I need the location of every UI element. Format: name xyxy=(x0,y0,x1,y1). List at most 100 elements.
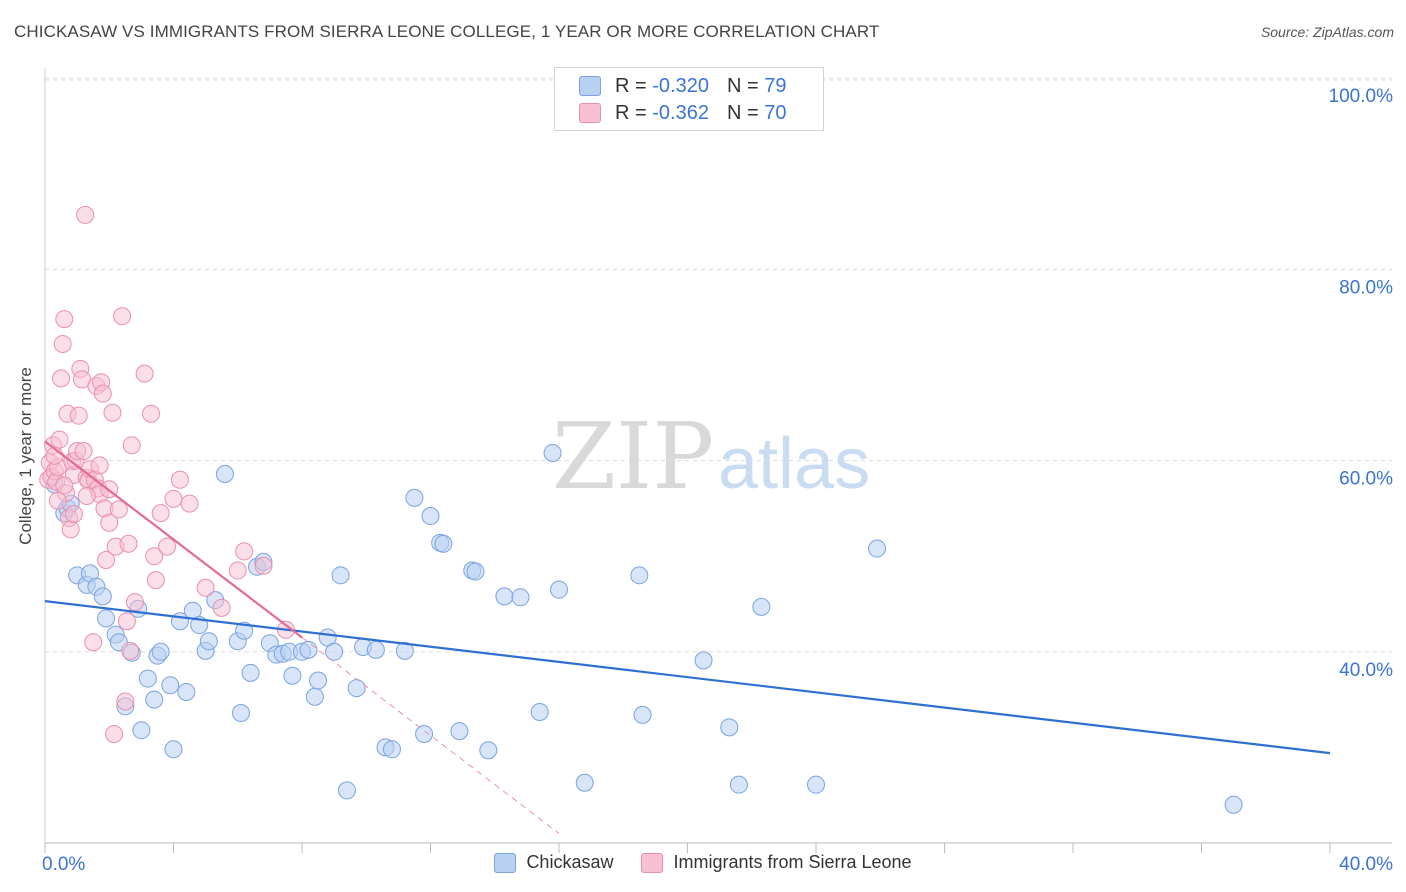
point-chickasaw xyxy=(575,773,594,792)
n-value: 70 xyxy=(764,101,787,124)
point-chickasaw xyxy=(235,621,254,640)
point-sierra-leone xyxy=(52,369,71,388)
point-sierra-leone xyxy=(105,725,124,744)
tick-labels: 40.0% 60.0% 80.0% 100.0% 0.0% 40.0% xyxy=(42,86,1393,875)
point-chickasaw xyxy=(1224,795,1243,814)
point-sierra-leone xyxy=(117,612,136,631)
point-sierra-leone xyxy=(48,491,67,510)
point-chickasaw xyxy=(161,676,180,695)
y-tick-label: 80.0% xyxy=(1339,277,1393,298)
trend-line-sierra-leone xyxy=(44,440,303,639)
legend-label-sierra-leone: Immigrants from Sierra Leone xyxy=(673,852,912,872)
point-chickasaw xyxy=(325,642,344,661)
point-sierra-leone xyxy=(90,456,109,475)
point-chickasaw xyxy=(151,642,170,661)
point-chickasaw xyxy=(299,640,318,659)
point-chickasaw xyxy=(466,562,485,581)
point-sierra-leone xyxy=(109,500,128,519)
grid-lines xyxy=(45,77,1392,653)
legend-swatch-chickasaw xyxy=(494,852,517,873)
watermark: ZIP atlas xyxy=(552,403,870,510)
point-sierra-leone xyxy=(113,307,132,326)
point-chickasaw xyxy=(720,718,739,737)
n-label: N = xyxy=(726,74,759,97)
series-sierra-leone xyxy=(39,205,295,744)
point-chickasaw xyxy=(434,534,453,553)
point-chickasaw xyxy=(729,775,748,794)
point-sierra-leone xyxy=(116,692,135,711)
point-chickasaw xyxy=(164,740,183,759)
point-chickasaw xyxy=(337,781,356,800)
point-sierra-leone xyxy=(119,534,138,553)
point-chickasaw xyxy=(450,722,469,741)
point-chickasaw xyxy=(479,741,498,760)
point-chickasaw xyxy=(543,443,562,462)
point-chickasaw xyxy=(382,740,401,759)
point-sierra-leone xyxy=(100,513,119,532)
swatch-chickasaw xyxy=(579,76,601,96)
point-sierra-leone xyxy=(55,476,74,495)
n-value: 79 xyxy=(764,74,787,97)
legend-label-chickasaw: Chickasaw xyxy=(526,852,614,872)
point-sierra-leone xyxy=(93,384,112,403)
point-chickasaw xyxy=(199,632,218,651)
point-sierra-leone xyxy=(103,403,122,422)
source-label: Source: ZipAtlas.com xyxy=(1260,24,1394,40)
swatch-sierra-leone xyxy=(579,103,601,123)
point-sierra-leone xyxy=(55,310,74,329)
point-chickasaw xyxy=(395,641,414,660)
point-sierra-leone xyxy=(84,633,103,652)
point-sierra-leone xyxy=(69,406,88,425)
point-chickasaw xyxy=(215,464,234,483)
point-sierra-leone xyxy=(158,537,177,556)
point-chickasaw xyxy=(752,597,771,616)
point-chickasaw xyxy=(366,640,385,659)
point-chickasaw xyxy=(630,566,649,585)
point-sierra-leone xyxy=(77,486,96,505)
point-chickasaw xyxy=(145,690,164,709)
point-chickasaw xyxy=(421,507,440,526)
point-chickasaw xyxy=(694,651,713,670)
x-tick-label: 40.0% xyxy=(1339,854,1393,875)
chart-title: CHICKASAW VS IMMIGRANTS FROM SIERRA LEON… xyxy=(14,22,880,41)
stats-box: R = -0.320 N = 79 R = -0.362 N = 70 xyxy=(554,67,824,131)
legend-item-sierra-leone[interactable]: Immigrants from Sierra Leone xyxy=(641,852,912,873)
point-chickasaw xyxy=(550,580,568,599)
legend-item-chickasaw[interactable]: Chickasaw xyxy=(494,852,613,873)
x-tick-label: 0.0% xyxy=(42,854,85,875)
point-chickasaw xyxy=(331,566,350,585)
point-sierra-leone xyxy=(50,430,69,449)
point-sierra-leone xyxy=(164,489,183,508)
point-chickasaw xyxy=(231,703,250,722)
point-chickasaw xyxy=(305,687,324,706)
r-label: R = xyxy=(615,101,647,124)
point-sierra-leone xyxy=(122,436,141,455)
point-chickasaw xyxy=(177,682,196,701)
point-sierra-leone xyxy=(121,641,140,660)
point-sierra-leone xyxy=(53,334,72,353)
point-chickasaw xyxy=(495,587,514,606)
point-sierra-leone xyxy=(228,561,247,580)
point-chickasaw xyxy=(807,775,825,794)
n-label: N = xyxy=(726,101,759,124)
legend: Chickasaw Immigrants from Sierra Leone xyxy=(0,852,1406,873)
legend-swatch-sierra-leone xyxy=(641,852,664,873)
point-chickasaw xyxy=(93,587,112,606)
trend-lines xyxy=(44,440,1331,834)
point-chickasaw xyxy=(868,539,887,558)
point-chickasaw xyxy=(241,663,260,682)
trend-line-chickasaw xyxy=(44,600,1331,755)
point-sierra-leone xyxy=(125,593,144,612)
point-sierra-leone xyxy=(74,442,93,461)
r-value: -0.320 xyxy=(652,74,709,97)
point-sierra-leone xyxy=(135,364,154,383)
r-label: R = xyxy=(615,74,647,97)
y-tick-label: 100.0% xyxy=(1329,86,1394,107)
point-chickasaw xyxy=(405,488,424,507)
point-chickasaw xyxy=(633,705,652,724)
point-sierra-leone xyxy=(254,556,273,575)
point-chickasaw xyxy=(347,679,366,698)
point-sierra-leone xyxy=(180,494,199,513)
point-chickasaw xyxy=(309,671,328,690)
